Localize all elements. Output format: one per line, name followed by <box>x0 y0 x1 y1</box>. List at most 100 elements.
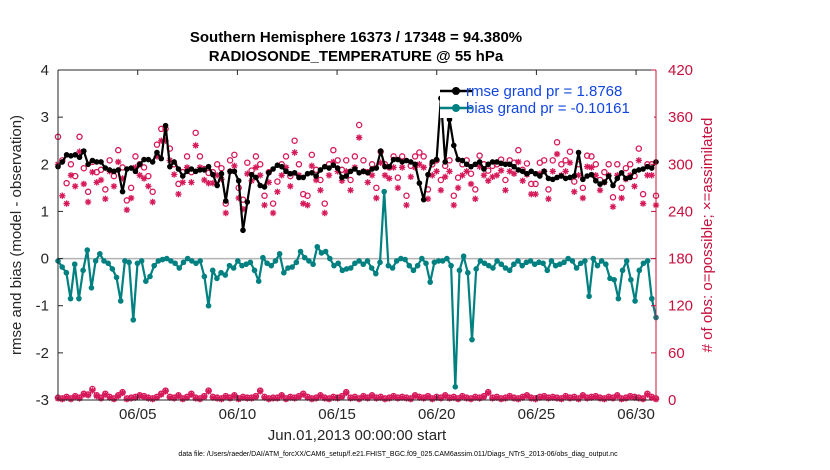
bias-point <box>247 259 254 266</box>
possible-obs-marker <box>158 125 165 133</box>
bias-point <box>293 259 300 266</box>
bias-point <box>506 267 513 274</box>
possible-obs-marker <box>67 161 75 168</box>
bias-point <box>264 260 270 267</box>
rmse-point <box>442 159 448 165</box>
assimilated-obs-marker <box>338 177 346 184</box>
rmse-point <box>562 175 569 182</box>
y-tick-label: 4 <box>41 62 49 79</box>
bias-point <box>628 276 634 283</box>
assimilated-obs-low-marker <box>626 393 634 401</box>
assimilated-obs-marker <box>609 203 617 210</box>
assimilated-obs-low-marker <box>72 393 79 401</box>
bias-point <box>548 258 555 264</box>
rmse-point <box>502 161 509 168</box>
assimilated-obs-low-marker <box>467 396 475 403</box>
bias-point <box>623 258 630 264</box>
rmse-point <box>124 166 130 172</box>
rmse-point <box>399 159 405 165</box>
assimilated-obs-low-marker <box>536 394 544 401</box>
possible-obs-marker <box>330 146 337 154</box>
assimilated-obs-low-marker <box>381 396 389 403</box>
assimilated-obs-low-marker <box>562 393 569 401</box>
bias-point <box>565 255 571 262</box>
bias-point <box>427 279 433 285</box>
bias-point <box>531 261 538 268</box>
bias-point <box>439 258 446 264</box>
assimilated-obs-low-marker <box>158 391 165 398</box>
bias-point <box>163 255 170 262</box>
assimilated-obs-low-marker <box>291 395 298 402</box>
assimilated-obs-marker <box>183 164 191 171</box>
possible-obs-marker <box>218 164 225 172</box>
assimilated-obs-low-marker <box>609 395 617 402</box>
possible-obs-marker <box>411 153 419 160</box>
bias-point <box>143 278 149 285</box>
assimilated-obs-marker <box>153 153 161 160</box>
assimilated-obs-low-marker <box>162 388 169 395</box>
assimilated-obs-low-marker <box>274 395 281 402</box>
assimilated-obs-low-marker <box>106 394 113 401</box>
bias-point <box>92 258 99 264</box>
rmse-point <box>468 163 474 170</box>
x-tick-label: 06/20 <box>418 406 456 423</box>
assimilated-obs-low-marker <box>153 394 161 401</box>
rmse-point <box>283 168 289 175</box>
rmse-point <box>450 142 457 149</box>
rmse-point <box>175 166 182 172</box>
possible-obs-marker <box>351 153 359 160</box>
assimilated-obs-low-marker <box>123 396 131 403</box>
assimilated-obs-low-marker <box>235 396 242 403</box>
bias-point <box>126 259 132 266</box>
possible-obs-marker <box>196 153 204 160</box>
assimilated-obs-marker <box>614 172 621 179</box>
bias-point <box>590 255 597 262</box>
assimilated-obs-marker <box>222 209 229 217</box>
assimilated-obs-low-marker <box>239 394 247 401</box>
possible-obs-marker <box>106 157 113 164</box>
bias-point <box>331 262 337 269</box>
bias-point <box>360 261 367 268</box>
assimilated-obs-low-marker <box>248 395 255 402</box>
assimilated-obs-low-marker <box>265 396 273 403</box>
assimilated-obs-marker <box>441 173 449 181</box>
assimilated-obs-low-marker <box>287 394 294 401</box>
bias-point <box>176 265 183 271</box>
rmse-point <box>339 174 345 181</box>
bias-point <box>138 258 145 264</box>
rmse-point <box>145 156 152 163</box>
assimilated-obs-low-marker <box>278 392 285 400</box>
assimilated-obs-low-marker <box>510 395 518 402</box>
assimilated-obs-marker <box>209 179 217 187</box>
rmse-point <box>605 173 612 179</box>
bias-point <box>205 302 212 309</box>
assimilated-obs-marker <box>424 195 432 203</box>
assimilated-obs-marker <box>420 164 427 171</box>
assimilated-obs-marker <box>265 179 273 186</box>
bias-point <box>519 262 525 269</box>
assimilated-obs-low-marker <box>480 393 488 401</box>
plot-area <box>58 70 656 400</box>
assimilated-obs-marker <box>631 183 638 190</box>
rmse-point <box>106 167 113 173</box>
assimilated-obs-marker <box>325 172 333 179</box>
possible-obs-marker <box>373 184 380 192</box>
rmse-point <box>597 181 603 187</box>
bias-point <box>327 255 333 262</box>
rmse-point <box>549 176 556 183</box>
assimilated-obs-low-marker <box>622 395 630 402</box>
bias-point <box>619 267 626 274</box>
assimilated-obs-low-marker <box>312 395 320 402</box>
legend: rmse grand pr = 1.8768 bias grand pr = -… <box>440 76 654 118</box>
assimilated-obs-low-marker <box>648 394 655 401</box>
x-axis-label: Jun.01,2013 00:00:00 start <box>268 427 447 444</box>
assimilated-obs-marker <box>261 201 268 209</box>
bias-point <box>67 295 74 302</box>
assimilated-obs-marker <box>179 179 186 186</box>
assimilated-obs-marker <box>416 161 423 168</box>
assimilated-obs-marker <box>579 194 587 202</box>
bias-point <box>381 188 387 195</box>
bias-point <box>322 248 329 255</box>
rmse-point <box>554 174 560 181</box>
legend-rmse-text: rmse grand pr = 1.8768 <box>466 83 622 100</box>
